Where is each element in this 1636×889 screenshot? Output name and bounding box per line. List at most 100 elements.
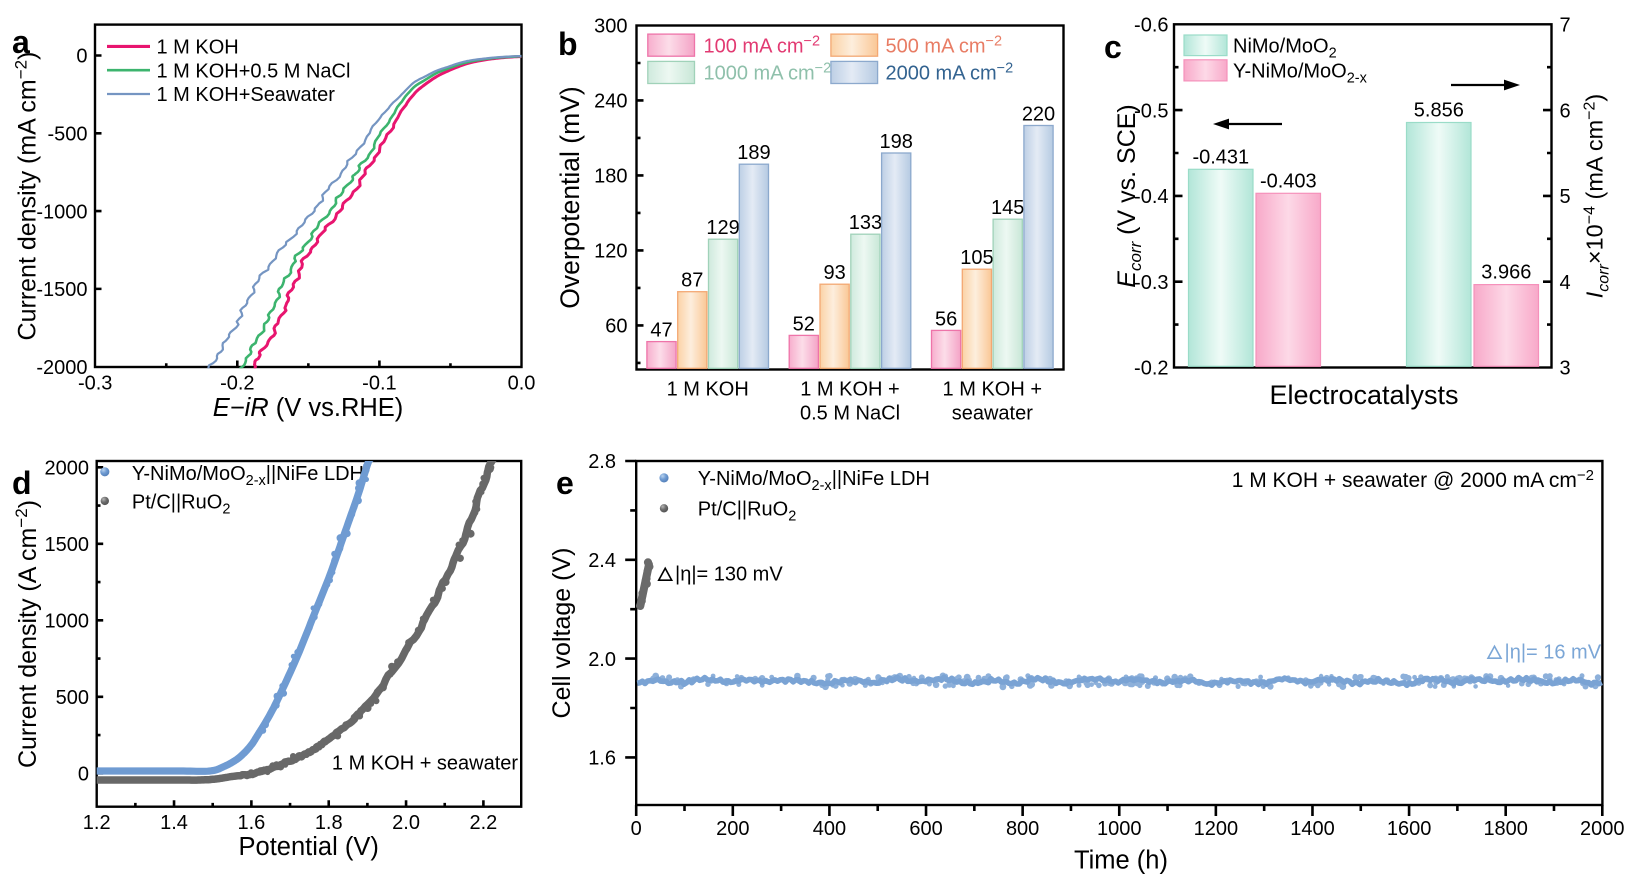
svg-text:1500: 1500 [45,534,90,556]
svg-text:-0.6: -0.6 [1134,15,1168,37]
svg-text:1 M KOH +: 1 M KOH + [800,379,899,401]
svg-text:6: 6 [1560,100,1571,122]
svg-text:-0.4: -0.4 [1134,186,1168,208]
svg-text:Y-NiMo/MoO2-x​: Y-NiMo/MoO2-x​ [1233,61,1368,87]
svg-text:-0.5: -0.5 [1134,100,1168,122]
svg-text:2000 mA cm−2​: 2000 mA cm−2​ [886,61,1014,85]
svg-text:Potential (V): Potential (V) [239,833,379,861]
svg-text:1400: 1400 [1290,818,1335,840]
svg-text:2000: 2000 [1580,818,1625,840]
svg-text:0.0: 0.0 [508,373,536,395]
svg-text:500 mA cm−2​: 500 mA cm−2​ [886,33,1003,57]
svg-text:220: 220 [1022,104,1055,126]
svg-text:1 M KOH: 1 M KOH [157,37,239,59]
svg-text:100 mA cm−2​: 100 mA cm−2​ [704,33,821,57]
svg-text:1.2: 1.2 [83,812,111,834]
svg-text:1.6: 1.6 [588,748,616,770]
svg-text:1.4: 1.4 [160,812,188,834]
svg-text:400: 400 [813,818,846,840]
svg-text:1000: 1000 [45,611,90,633]
svg-text:145: 145 [991,197,1024,219]
svg-text:Icorr​×10−4​ (mA cm−2​): Icorr​×10−4​ (mA cm−2​) [1582,94,1613,298]
svg-text:5: 5 [1560,186,1571,208]
svg-text:2.8: 2.8 [588,451,616,473]
svg-text:60: 60 [605,316,627,338]
svg-text:1 M KOH+Seawater: 1 M KOH+Seawater [157,84,336,106]
svg-text:240: 240 [594,91,627,113]
svg-text:Y-NiMo/MoO2-x​||NiFe LDH: Y-NiMo/MoO2-x​||NiFe LDH [698,468,930,494]
svg-text:2.2: 2.2 [469,812,497,834]
svg-text:1.6: 1.6 [237,812,265,834]
svg-text:5.856: 5.856 [1414,100,1464,122]
svg-text:133: 133 [849,212,882,234]
svg-text:0: 0 [76,46,87,68]
svg-text:0.5 M NaCl: 0.5 M NaCl [800,403,900,425]
svg-text:500: 500 [56,687,89,709]
svg-text:87: 87 [681,270,703,292]
svg-text:-0.431: -0.431 [1192,146,1249,168]
svg-text:129: 129 [706,217,739,239]
svg-text:0: 0 [78,764,89,786]
svg-text:Ecorr​ (V vs. SCE): Ecorr​ (V vs. SCE) [1113,104,1145,287]
svg-text:-0.3: -0.3 [78,373,112,395]
svg-text:120: 120 [594,241,627,263]
svg-text:-0.3: -0.3 [1134,272,1168,294]
svg-text:-2000: -2000 [36,357,87,379]
svg-text:-0.2: -0.2 [220,373,254,395]
svg-text:800: 800 [1006,818,1039,840]
svg-text:-500: -500 [47,123,87,145]
svg-text:600: 600 [909,818,942,840]
svg-text:1.8: 1.8 [315,812,343,834]
svg-text:3.966: 3.966 [1481,262,1531,284]
svg-text:93: 93 [823,262,845,284]
svg-text:2.4: 2.4 [588,550,616,572]
svg-text:E−iR (V vs.RHE): E−iR (V vs.RHE) [213,394,404,422]
svg-text:-0.2: -0.2 [1134,358,1168,380]
svg-text:1200: 1200 [1194,818,1239,840]
svg-text:1 M KOH + seawater: 1 M KOH + seawater [332,753,519,775]
svg-text:2.0: 2.0 [392,812,420,834]
svg-text:c: c [1104,29,1122,65]
svg-text:seawater: seawater [952,403,1033,425]
svg-text:Current density (A cm−2​): Current density (A cm−2​) [12,500,42,768]
svg-text:1000: 1000 [1097,818,1142,840]
svg-text:200: 200 [716,818,749,840]
svg-text:47: 47 [650,320,672,342]
svg-text:Cell voltage (V): Cell voltage (V) [548,548,576,719]
svg-text:-0.403: -0.403 [1260,170,1317,192]
svg-text:198: 198 [880,131,913,153]
svg-text:7: 7 [1560,15,1571,37]
svg-text:1 M KOH +: 1 M KOH + [943,379,1042,401]
svg-text:1000 mA cm−2​: 1000 mA cm−2​ [704,61,832,85]
svg-text:Overpotential (mV): Overpotential (mV) [555,86,585,308]
svg-text:2000: 2000 [45,458,90,480]
svg-text:b: b [558,26,578,62]
svg-text:180: 180 [594,166,627,188]
svg-text:52: 52 [793,313,815,335]
svg-text:-0.1: -0.1 [362,373,396,395]
svg-text:1800: 1800 [1483,818,1528,840]
svg-text:a: a [12,24,30,60]
svg-text:d: d [12,465,32,501]
svg-text:-1500: -1500 [36,279,87,301]
svg-text:|η|= 16 mV: |η|= 16 mV [1505,641,1602,663]
svg-text:3: 3 [1560,358,1571,380]
svg-text:300: 300 [594,16,627,38]
svg-text:56: 56 [935,308,957,330]
svg-text:1 M KOH: 1 M KOH [667,379,749,401]
svg-text:Pt/C||RuO2​: Pt/C||RuO2​ [698,499,797,525]
svg-text:1600: 1600 [1387,818,1432,840]
svg-text:-1000: -1000 [36,201,87,223]
svg-text:Time (h): Time (h) [1074,847,1168,875]
svg-text:0: 0 [631,818,642,840]
svg-text:Current density (mA cm−2​): Current density (mA cm−2​) [12,52,42,341]
svg-text:Electrocatalysts: Electrocatalysts [1269,380,1458,410]
svg-text:Y-NiMo/MoO2-x​||NiFe LDH: Y-NiMo/MoO2-x​||NiFe LDH [132,463,364,489]
svg-text:e: e [556,465,574,501]
svg-text:4: 4 [1560,272,1571,294]
svg-text:|η|= 130 mV: |η|= 130 mV [675,563,783,585]
svg-text:1 M KOH + seawater @ 2000 mA c: 1 M KOH + seawater @ 2000 mA cm−2​ [1232,467,1594,492]
svg-text:1 M KOH+0.5 M NaCl: 1 M KOH+0.5 M NaCl [157,60,351,82]
svg-text:NiMo/MoO2​: NiMo/MoO2​ [1233,36,1337,62]
svg-text:189: 189 [737,142,770,164]
